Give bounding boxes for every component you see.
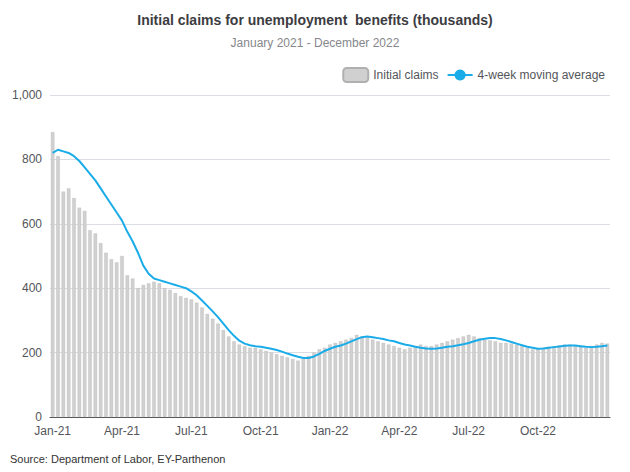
svg-text:January 2021 - December 2022: January 2021 - December 2022: [231, 36, 400, 50]
svg-text:Initial claims: Initial claims: [373, 68, 438, 82]
svg-text:Oct-21: Oct-21: [243, 424, 279, 438]
svg-text:Jan-21: Jan-21: [34, 424, 71, 438]
svg-text:200: 200: [22, 346, 42, 360]
svg-text:Initial claims for unemploymen: Initial claims for unemployment benefits…: [137, 12, 493, 28]
svg-text:Jan-22: Jan-22: [312, 424, 349, 438]
svg-text:Oct-22: Oct-22: [520, 424, 556, 438]
svg-text:600: 600: [22, 217, 42, 231]
svg-text:400: 400: [22, 281, 42, 295]
svg-text:Jul-21: Jul-21: [175, 424, 208, 438]
svg-text:4-week moving average: 4-week moving average: [478, 68, 606, 82]
svg-text:Apr-21: Apr-21: [104, 424, 140, 438]
svg-text:Source: Department of Labor, E: Source: Department of Labor, EY-Partheno…: [10, 453, 225, 465]
svg-text:0: 0: [35, 410, 42, 424]
svg-text:Apr-22: Apr-22: [381, 424, 417, 438]
svg-text:800: 800: [22, 152, 42, 166]
svg-text:1,000: 1,000: [12, 88, 42, 102]
svg-text:Jul-22: Jul-22: [452, 424, 485, 438]
